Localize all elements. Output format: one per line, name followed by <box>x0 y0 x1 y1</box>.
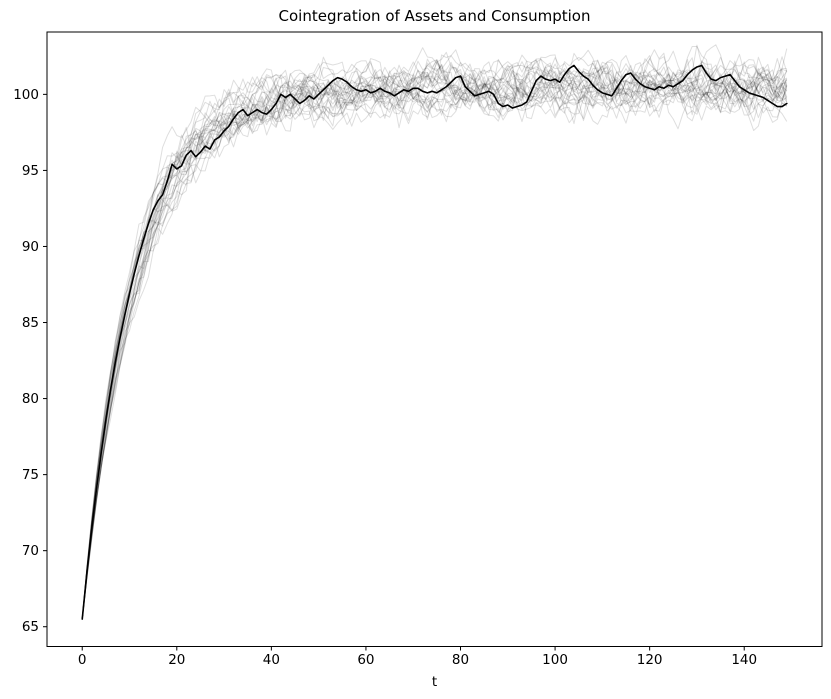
x-axis-label: t <box>432 674 437 690</box>
ensemble-paths <box>81 44 788 620</box>
ensemble-path <box>81 69 788 620</box>
ensemble-path <box>81 58 788 620</box>
ensemble-path <box>81 44 788 620</box>
y-tick-label: 100 <box>13 87 39 103</box>
highlighted-path <box>81 64 788 620</box>
y-tick-label: 75 <box>22 467 39 483</box>
y-axis: 65 70 75 80 85 90 95 100 <box>13 87 47 635</box>
ensemble-path <box>81 81 788 620</box>
ensemble-path <box>81 61 788 620</box>
ensemble-path <box>81 77 788 620</box>
ensemble-path <box>81 62 788 620</box>
x-tick-label: 140 <box>731 652 757 668</box>
chart-title: Cointegration of Assets and Consumption <box>279 7 591 25</box>
ensemble-path <box>81 68 788 620</box>
ensemble-path <box>81 74 788 620</box>
ensemble-path <box>81 44 788 620</box>
x-tick-label: 80 <box>452 652 469 668</box>
x-tick-label: 20 <box>168 652 185 668</box>
ensemble-path <box>81 74 788 620</box>
ensemble-path <box>81 45 788 620</box>
x-tick-label: 40 <box>263 652 280 668</box>
x-tick-label: 0 <box>78 652 87 668</box>
ensemble-path <box>81 71 787 620</box>
ensemble-path <box>81 54 788 620</box>
x-axis: 0 20 40 60 80 100 120 140 <box>78 646 757 668</box>
ensemble-path <box>81 53 788 620</box>
y-tick-label: 70 <box>22 543 39 559</box>
ensemble-path <box>81 59 788 620</box>
ensemble-path <box>81 51 788 620</box>
x-tick-label: 100 <box>542 652 568 668</box>
ensemble-path <box>81 48 788 620</box>
y-tick-label: 90 <box>22 239 39 255</box>
x-tick-label: 120 <box>637 652 663 668</box>
ensemble-path <box>81 75 788 620</box>
ensemble-path <box>81 58 788 620</box>
y-tick-label: 80 <box>22 391 39 407</box>
y-tick-label: 85 <box>22 315 39 331</box>
ensemble-path <box>81 70 788 620</box>
ensemble-path <box>81 49 788 620</box>
ensemble-path <box>81 56 787 620</box>
ensemble-path <box>81 49 787 620</box>
ensemble-path <box>81 47 788 620</box>
x-tick-label: 60 <box>357 652 374 668</box>
ensemble-path <box>81 49 788 620</box>
y-tick-label: 95 <box>22 163 39 179</box>
ensemble-path <box>81 73 788 620</box>
y-tick-label: 65 <box>22 619 39 635</box>
plot-border <box>46 31 823 647</box>
